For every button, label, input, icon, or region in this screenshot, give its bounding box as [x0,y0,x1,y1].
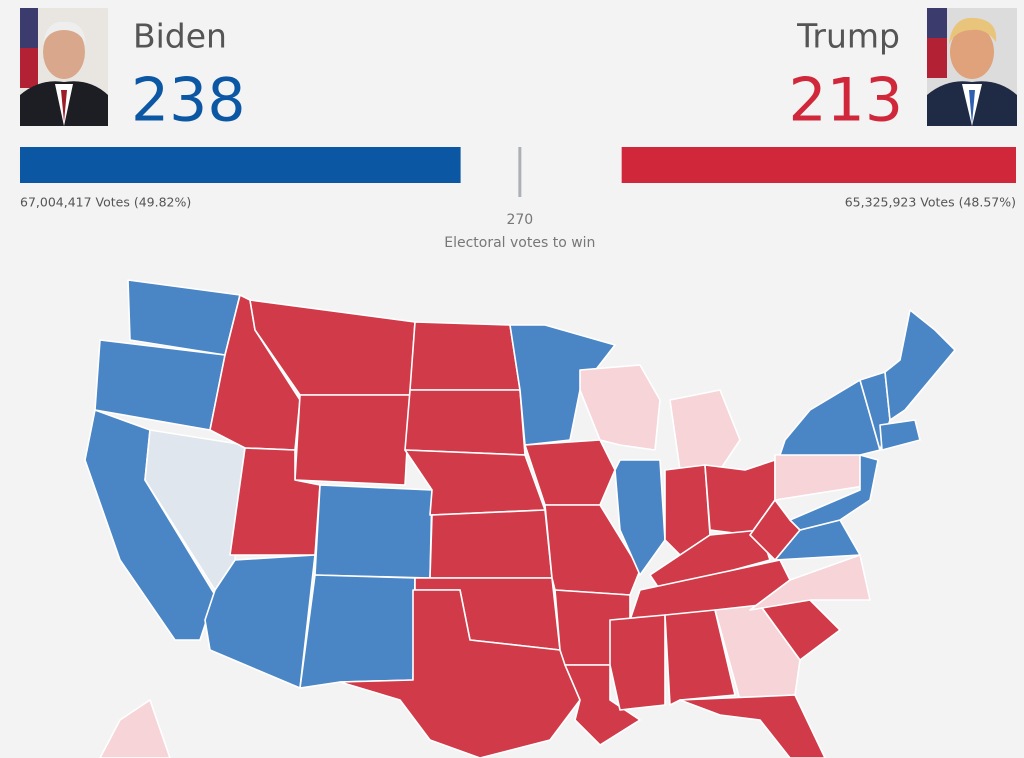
vote-bar [621,147,1016,183]
electoral-votes: 213 [788,66,903,136]
popular-votes: 67,004,417 Votes (49.82%) [20,195,191,210]
threshold-label: Electoral votes to win [444,235,595,251]
candidate-name: Biden [133,17,227,56]
popular-votes: 65,325,923 Votes (48.57%) [845,195,1016,210]
threshold-value: 270 [506,212,533,228]
vote-bar [20,147,461,183]
electoral-votes: 238 [131,66,246,136]
trump-photo [927,8,1017,126]
us-map [84,279,956,758]
biden-photo [20,8,108,126]
candidate-name: Trump [796,17,900,56]
